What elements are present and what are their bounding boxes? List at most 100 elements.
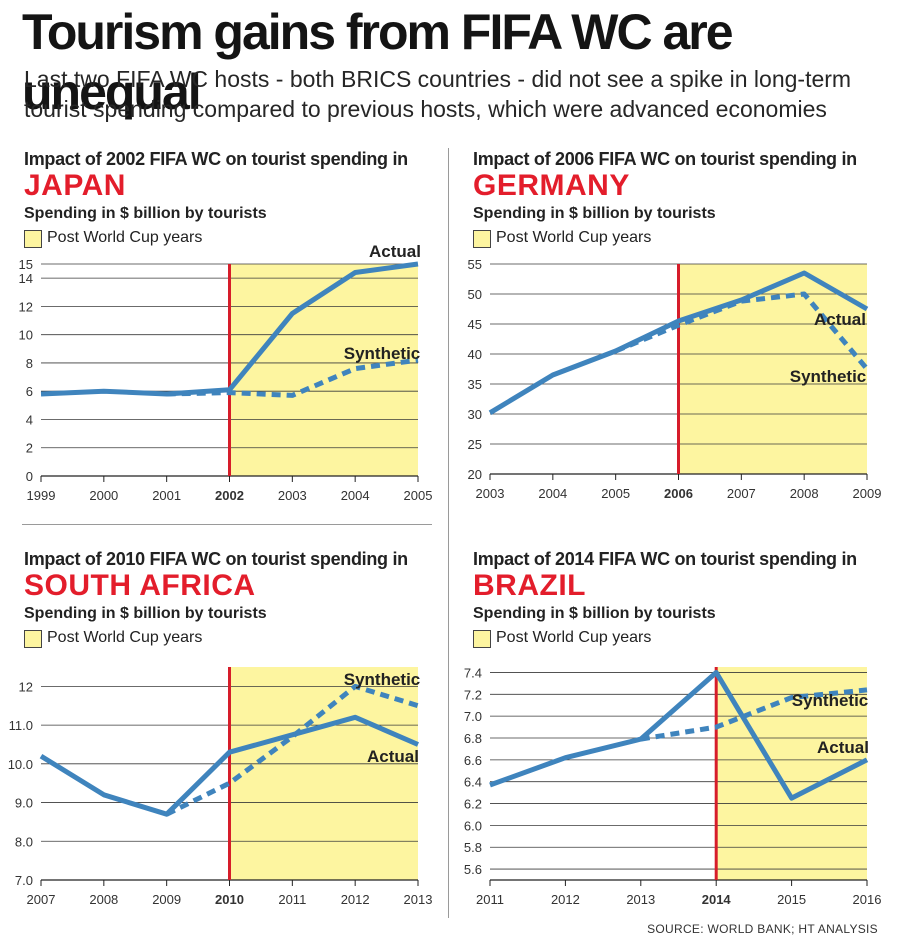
y-tick-label: 4 bbox=[26, 412, 33, 427]
panel-heading: Impact of 2006 FIFA WC on tourist spendi… bbox=[473, 149, 857, 169]
x-tick-label: 2013 bbox=[404, 892, 433, 907]
synthetic-series-line bbox=[640, 687, 868, 742]
y-tick-label: 12 bbox=[19, 299, 33, 314]
y-tick-label: 12 bbox=[19, 679, 33, 694]
panel-country: JAPAN bbox=[24, 169, 126, 202]
y-tick-label: 14 bbox=[19, 271, 33, 286]
x-tick-label: 2002 bbox=[215, 488, 244, 503]
x-tick-label: 2012 bbox=[551, 892, 580, 907]
legend-label: Post World Cup years bbox=[47, 229, 203, 246]
y-tick-label: 6 bbox=[26, 384, 33, 399]
x-tick-label: 2003 bbox=[476, 486, 505, 501]
y-tick-label: 35 bbox=[468, 377, 482, 392]
y-tick-label: 15 bbox=[19, 257, 33, 272]
y-tick-label: 45 bbox=[468, 317, 482, 332]
x-tick-label: 2001 bbox=[152, 488, 181, 503]
y-tick-label: 10.0 bbox=[8, 757, 33, 772]
y-tick-label: 8.0 bbox=[15, 834, 33, 849]
chart-panel-japan: Impact of 2002 FIFA WC on tourist spendi… bbox=[24, 148, 434, 518]
legend-swatch bbox=[473, 230, 491, 248]
y-tick-label: 6.2 bbox=[464, 797, 482, 812]
panel-ylabel: Spending in $ billion by tourists bbox=[473, 205, 716, 222]
y-tick-label: 9.0 bbox=[15, 796, 33, 811]
y-tick-label: 0 bbox=[26, 469, 33, 484]
synthetic-series-label: Synthetic bbox=[344, 670, 421, 689]
y-tick-label: 7.2 bbox=[464, 687, 482, 702]
x-tick-label: 2007 bbox=[727, 486, 756, 501]
actual-series-label: Actual bbox=[814, 310, 866, 329]
x-tick-label: 2004 bbox=[538, 486, 567, 501]
actual-series-label: Actual bbox=[367, 747, 419, 766]
x-tick-label: 2009 bbox=[152, 892, 181, 907]
y-tick-label: 30 bbox=[468, 407, 482, 422]
x-tick-label: 2011 bbox=[278, 892, 306, 907]
page-subtitle: Last two FIFA WC hosts - both BRICS coun… bbox=[24, 66, 852, 122]
y-tick-label: 20 bbox=[468, 467, 482, 482]
synthetic-series-line bbox=[165, 683, 419, 817]
panel-ylabel: Spending in $ billion by tourists bbox=[473, 605, 716, 622]
x-tick-label: 2008 bbox=[790, 486, 819, 501]
x-tick-label: 2003 bbox=[278, 488, 307, 503]
horizontal-divider bbox=[22, 524, 432, 525]
y-tick-label: 2 bbox=[26, 441, 33, 456]
y-tick-label: 50 bbox=[468, 287, 482, 302]
x-tick-label: 2007 bbox=[27, 892, 56, 907]
x-tick-label: 2009 bbox=[853, 486, 882, 501]
panel-country: BRAZIL bbox=[473, 569, 586, 602]
x-tick-label: 2012 bbox=[341, 892, 370, 907]
actual-series-line bbox=[39, 714, 419, 817]
synthetic-series-label: Synthetic bbox=[344, 344, 421, 363]
panel-ylabel: Spending in $ billion by tourists bbox=[24, 605, 267, 622]
x-tick-label: 2005 bbox=[404, 488, 433, 503]
y-tick-label: 11.0 bbox=[9, 718, 33, 733]
y-tick-label: 10 bbox=[19, 328, 33, 343]
legend-swatch bbox=[473, 630, 491, 648]
x-tick-label: 2011 bbox=[476, 892, 504, 907]
legend-label: Post World Cup years bbox=[47, 629, 203, 646]
actual-series-label: Actual bbox=[369, 242, 421, 261]
legend-swatch bbox=[24, 630, 42, 648]
legend-swatch bbox=[24, 230, 42, 248]
synthetic-series-line bbox=[166, 357, 419, 398]
y-tick-label: 8 bbox=[26, 356, 33, 371]
actual-series-line bbox=[40, 261, 419, 397]
page-title: Tourism gains from FIFA WC are unequal bbox=[22, 4, 734, 120]
vertical-divider bbox=[448, 148, 449, 918]
actual-series-line bbox=[489, 670, 869, 801]
panel-country: GERMANY bbox=[473, 169, 630, 202]
y-tick-label: 6.4 bbox=[464, 775, 482, 790]
post-world-cup-region bbox=[229, 667, 418, 880]
y-tick-label: 25 bbox=[468, 437, 482, 452]
x-tick-label: 2013 bbox=[626, 892, 655, 907]
synthetic-series-label: Synthetic bbox=[790, 367, 867, 386]
panel-heading: Impact of 2002 FIFA WC on tourist spendi… bbox=[24, 149, 408, 169]
y-tick-label: 55 bbox=[468, 257, 482, 272]
y-tick-label: 7.0 bbox=[15, 873, 33, 888]
y-tick-label: 40 bbox=[468, 347, 482, 362]
panel-country: SOUTH AFRICA bbox=[24, 569, 256, 602]
y-tick-label: 6.6 bbox=[464, 753, 482, 768]
synthetic-series-label: Synthetic bbox=[792, 691, 869, 710]
x-tick-label: 2006 bbox=[664, 486, 693, 501]
x-tick-label: 2000 bbox=[89, 488, 118, 503]
chart-panel-germany: Impact of 2006 FIFA WC on tourist spendi… bbox=[473, 148, 883, 518]
actual-series-label: Actual bbox=[817, 738, 869, 757]
x-tick-label: 2016 bbox=[853, 892, 882, 907]
y-tick-label: 7.4 bbox=[464, 665, 482, 680]
panel-heading: Impact of 2014 FIFA WC on tourist spendi… bbox=[473, 549, 857, 569]
actual-series-line bbox=[488, 270, 869, 415]
y-tick-label: 7.0 bbox=[464, 709, 482, 724]
x-tick-label: 2005 bbox=[601, 486, 630, 501]
panel-heading: Impact of 2010 FIFA WC on tourist spendi… bbox=[24, 549, 408, 569]
chart-panel-south-africa: Impact of 2010 FIFA WC on tourist spendi… bbox=[24, 548, 434, 918]
y-tick-label: 6.0 bbox=[464, 818, 482, 833]
x-tick-label: 1999 bbox=[27, 488, 56, 503]
legend-label: Post World Cup years bbox=[496, 629, 652, 646]
x-tick-label: 2008 bbox=[89, 892, 118, 907]
post-world-cup-region bbox=[229, 264, 418, 476]
chart-panel-brazil: Impact of 2014 FIFA WC on tourist spendi… bbox=[473, 548, 883, 918]
